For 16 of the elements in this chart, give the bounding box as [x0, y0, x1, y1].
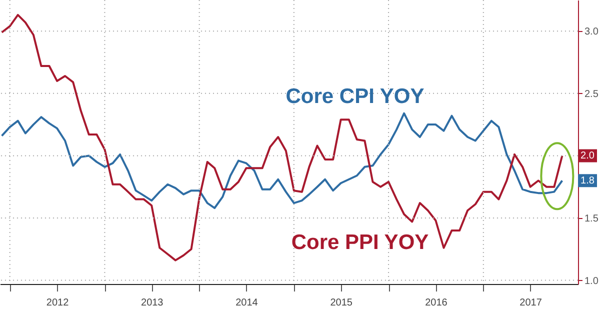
x-tick-label: 2017 [520, 298, 542, 308]
data-label: 1.8 [580, 176, 595, 187]
x-tick-label: 2015 [330, 298, 353, 308]
y-tick-label: 2.5 [584, 88, 599, 100]
series-label: Core PPI YOY [291, 231, 429, 254]
data-label: 2.0 [580, 150, 595, 162]
x-tick-label: 2012 [46, 298, 70, 308]
y-tick-label: 1.5 [584, 213, 599, 224]
y-tick-label: 1.0 [584, 276, 599, 287]
line-series [0, 112, 564, 210]
x-tick-label: 2013 [141, 298, 164, 308]
line-series [0, 14, 564, 262]
y-tick-label: 3.0 [584, 26, 599, 38]
x-tick-label: 2016 [425, 298, 448, 308]
series-label: Core CPI YOY [286, 85, 424, 108]
x-tick-label: 2014 [236, 298, 258, 308]
